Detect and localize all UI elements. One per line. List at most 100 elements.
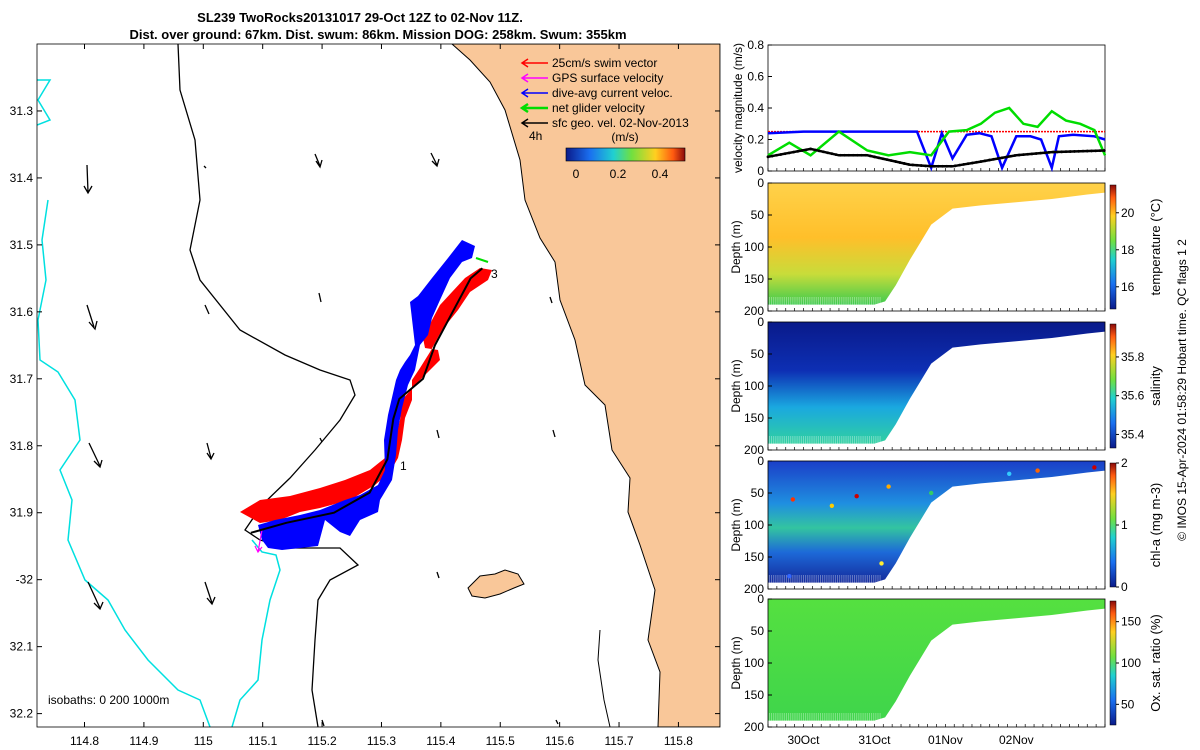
salinity-section-fill xyxy=(768,322,1105,444)
footer-credit: © IMOS 15-Apr-2024 01:58:29 Hobart time.… xyxy=(1175,239,1189,541)
chl-a-point xyxy=(886,484,891,489)
isobath-0m xyxy=(37,79,281,727)
chl-a-ytick-label: 200 xyxy=(744,582,764,596)
oxygen-colorbar-tick-label: 100 xyxy=(1121,656,1141,670)
salinity-ytick-label: 50 xyxy=(751,347,765,361)
velocity-point-sfc xyxy=(941,164,944,168)
salinity-ytick-label: 100 xyxy=(744,379,764,393)
velocity-point-sfc xyxy=(779,153,783,156)
velocity-point-sfc xyxy=(1017,153,1021,157)
map-xtick-label: 115.5 xyxy=(486,734,515,748)
chl-a-ytick-label: 100 xyxy=(744,518,764,532)
velocity-point-sfc xyxy=(1064,150,1068,154)
velocity-point-sfc xyxy=(1022,153,1025,157)
velocity-point-sfc xyxy=(970,161,974,165)
map-xtick-label: 115.1 xyxy=(248,734,277,748)
map-xtick-label: 115.8 xyxy=(664,734,693,748)
oxygen-ytick-label: 0 xyxy=(757,592,764,606)
map-ytick-label: 31.6 xyxy=(10,305,34,319)
velocity-point-sfc xyxy=(821,150,825,154)
title-line-2: Dist. over ground: 67km. Dist. swum: 86k… xyxy=(129,27,626,42)
temperature-colorbar-label: temperature (°C) xyxy=(1148,199,1163,296)
map-colorbar-tick-0: 0 xyxy=(573,167,580,181)
velocity-point-sfc xyxy=(783,152,787,156)
velocity-point-sfc xyxy=(962,162,966,166)
velocity-point-sfc xyxy=(766,155,770,159)
velocity-point-sfc xyxy=(911,163,915,167)
velocity-point-sfc xyxy=(838,153,842,157)
velocity-axes: 0 0.2 0.4 0.6 0.8 xyxy=(747,38,1106,178)
map-colorbar-tick-2: 0.4 xyxy=(652,167,669,181)
map-xtick-label: 114.9 xyxy=(129,734,158,748)
waypoint-1: 1 xyxy=(400,459,407,473)
velocity-point-sfc xyxy=(894,160,898,163)
glider-track xyxy=(250,267,484,534)
map-xtick-label: 115.4 xyxy=(426,734,455,748)
velocity-point-sfc xyxy=(868,154,872,158)
isobath-1000m xyxy=(177,44,360,727)
section-panels: 0 50 100 150 200 Depth (m) 16 18 20 temperature (… xyxy=(729,176,1163,734)
temperature-ylabel: Depth (m) xyxy=(729,220,743,273)
velocity-point-sfc xyxy=(1047,150,1051,154)
velocity-point-sfc xyxy=(1051,150,1055,154)
chl-a-colorbar-tick-label: 1 xyxy=(1121,518,1128,532)
temperature-colorbar xyxy=(1109,184,1117,310)
velocity-point-sfc xyxy=(975,160,978,164)
velocity-ytick-label: 0.6 xyxy=(747,70,764,84)
velocity-point-sfc xyxy=(860,153,864,157)
legend-net-label: net glider velocity xyxy=(552,101,645,115)
velocity-point-sfc xyxy=(924,164,927,168)
velocity-point-sfc xyxy=(855,153,859,157)
legend-gps-label: GPS surface velocity xyxy=(552,71,663,85)
velocity-ytick-label: 0 xyxy=(757,164,764,178)
velocity-point-sfc xyxy=(958,163,961,167)
swim-vector-band xyxy=(240,268,492,523)
velocity-point-sfc xyxy=(966,162,970,166)
map-colorbar xyxy=(565,147,686,162)
velocity-point-sfc xyxy=(1073,150,1076,153)
velocity-point-sfc xyxy=(843,153,847,157)
chl-a-point xyxy=(787,574,792,579)
chl-a-ytick-label: 150 xyxy=(744,550,764,564)
temperature-colorbar-tick-label: 18 xyxy=(1121,243,1135,257)
velocity-point-sfc xyxy=(945,164,949,168)
salinity-colorbar xyxy=(1109,323,1117,449)
section-salinity: 0 50 100 150 200 Depth (m) 35.4 35.6 35.8salinit… xyxy=(729,315,1163,457)
velocity-point-sfc xyxy=(809,147,812,151)
velocity-point-sfc xyxy=(1081,149,1085,153)
legend-swim-label: 25cm/s swim vector xyxy=(552,56,657,70)
velocity-point-sfc xyxy=(907,162,910,166)
velocity-point-sfc xyxy=(885,158,889,162)
velocity-point-sfc xyxy=(826,151,829,155)
net-velocity-mark xyxy=(475,257,489,263)
chl-a-point xyxy=(790,497,796,502)
map-ytick-label: 31.9 xyxy=(10,506,34,520)
velocity-point-sfc xyxy=(983,159,987,163)
legend-gps-arrow xyxy=(520,73,548,83)
map-ytick-label: 31.5 xyxy=(10,238,34,252)
velocity-panel: 0 0.2 0.4 0.6 0.8 velocity magnitude (m/s) xyxy=(731,38,1107,178)
salinity-colorbar-tick-label: 35.8 xyxy=(1121,350,1145,364)
velocity-point-sfc xyxy=(1090,149,1093,153)
temperature-colorbar-tick-label: 20 xyxy=(1121,206,1135,220)
velocity-point-sfc xyxy=(770,154,774,158)
velocity-point-sfc xyxy=(1068,150,1072,153)
legend-dive-arrow xyxy=(520,88,548,98)
map-ytick-label: 31.4 xyxy=(10,171,34,185)
velocity-point-sfc xyxy=(787,151,791,155)
velocity-ytick-label: 0.4 xyxy=(747,101,764,115)
temperature-colorbar-tick-label: 16 xyxy=(1121,280,1135,294)
section-temperature: 0 50 100 150 200 Depth (m) 16 18 20 temperature (… xyxy=(729,176,1163,318)
oxygen-ylabel: Depth (m) xyxy=(729,636,743,689)
map-legend: 25cm/s swim vector GPS surface velocity … xyxy=(519,56,689,181)
time-tag: 4h xyxy=(529,129,542,143)
map-ytick-label: 31.7 xyxy=(10,372,34,386)
temperature-ytick-label: 0 xyxy=(757,176,764,190)
velocity-point-sfc xyxy=(830,152,834,156)
velocity-point-sfc xyxy=(864,153,868,157)
velocity-point-sfc xyxy=(873,155,876,159)
geostrophic-arrows xyxy=(83,152,559,727)
track-map: 1 3 25cm/s swim vector GPS surface veloc… xyxy=(10,43,721,748)
velocity-point-sfc xyxy=(890,159,893,163)
velocity-point-sfc xyxy=(1013,154,1017,157)
